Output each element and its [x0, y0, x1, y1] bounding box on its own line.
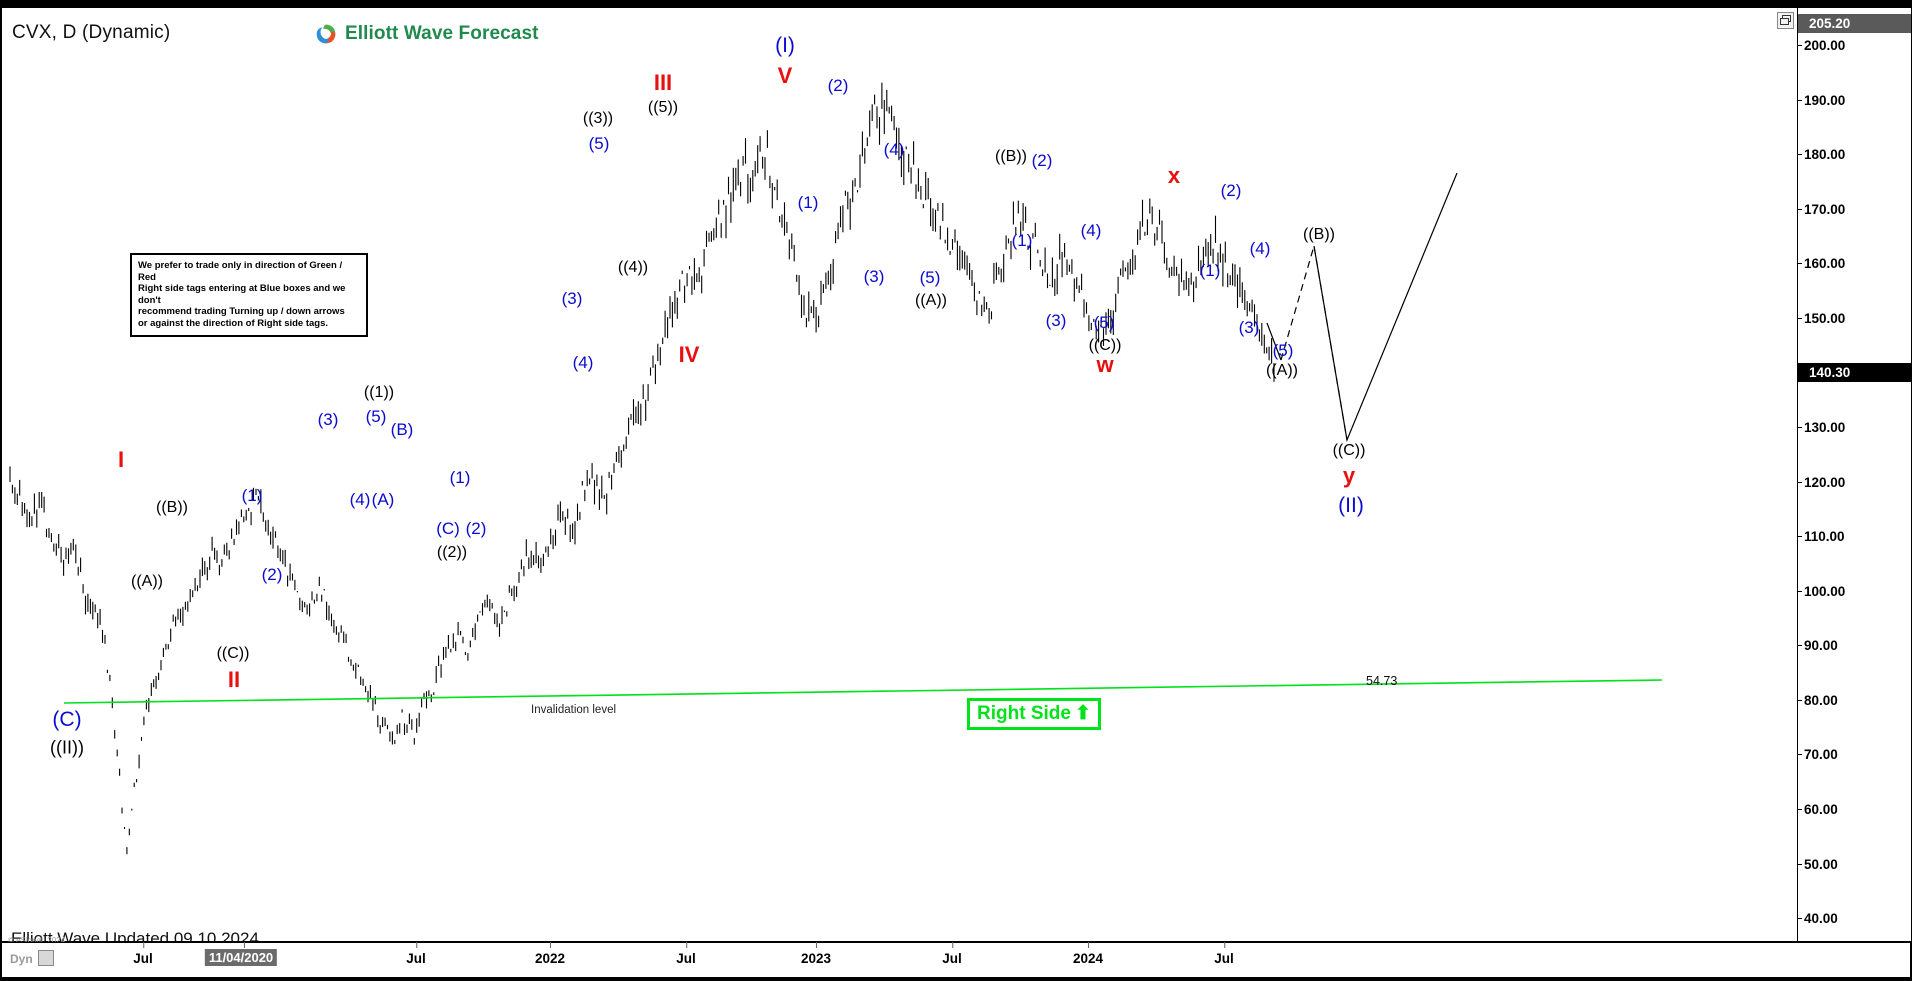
note-line-3: recommend trading Turning up / down arro… [138, 306, 345, 318]
last-price-flag: 140.30 [1798, 362, 1911, 382]
trading-note-box: We prefer to trade only in direction of … [130, 253, 368, 337]
price-tick: 100.00 [1797, 583, 1846, 599]
time-tick: Jul [406, 942, 426, 966]
time-tick: Jul [942, 942, 962, 966]
price-tick: 90.00 [1798, 638, 1838, 654]
invalidation-line [63, 679, 1663, 704]
note-line-1: We prefer to trade only in direction of … [138, 260, 343, 283]
brand-name: Elliott Wave Forecast [345, 23, 539, 44]
price-tick: 130.00 [1797, 420, 1846, 436]
time-tick: 2022 [534, 942, 566, 966]
time-tick: 2024 [1072, 942, 1104, 966]
invalidation-value: 54.73 [1366, 674, 1398, 688]
dyn-label: Dyn [10, 952, 33, 966]
price-tick: 190.00 [1797, 92, 1846, 108]
time-tick: Jul [133, 942, 153, 966]
note-line-4: or against the direction of Right side t… [138, 317, 329, 329]
note-line-2: Right side tags entering at Blue boxes a… [138, 283, 346, 306]
ewf-swirl-icon [316, 24, 336, 44]
lock-icon[interactable] [38, 950, 54, 966]
price-tick: 60.00 [1798, 802, 1838, 818]
arrow-up-icon: ⬆ [1074, 703, 1091, 724]
forecast-path-solid [1266, 172, 1458, 443]
price-series-svg [9, 82, 1663, 855]
price-tick: 170.00 [1797, 201, 1846, 217]
forecast-path-dashed [1280, 245, 1348, 441]
price-axis[interactable]: 205.20 140.30 200.00 190.00 180.00 170.00 16… [1797, 8, 1911, 941]
price-tick: 120.00 [1797, 474, 1846, 490]
period-high-flag: 205.20 [1798, 13, 1911, 33]
symbol-title: CVX, D (Dynamic) [12, 22, 171, 43]
copyright-text: © eSignal, 2024 [8, 936, 66, 945]
price-tick: 70.00 [1798, 747, 1838, 763]
crosshair-date-flag: 11/04/2020 [204, 949, 278, 966]
price-tick: 110.00 [1798, 529, 1845, 545]
price-tick: 200.00 [1797, 38, 1846, 54]
time-tick: Jul [1214, 942, 1234, 966]
chart-plot-area[interactable]: CVX, D (Dynamic) Elliott Wave Forecast W… [2, 8, 1797, 941]
price-tick: 160.00 [1797, 256, 1846, 272]
price-tick: 40.00 [1798, 911, 1838, 927]
price-tick: 150.00 [1797, 311, 1846, 326]
price-bars [9, 82, 1275, 855]
time-tick: Jul [676, 942, 696, 966]
time-tick: 2023 [800, 942, 832, 966]
right-side-label: Right Side [977, 703, 1071, 724]
price-tick: 180.00 [1797, 147, 1846, 163]
price-tick: 50.00 [1798, 856, 1838, 872]
restore-window-icon[interactable] [1777, 12, 1794, 29]
brand-logo-group: Elliott Wave Forecast [315, 23, 539, 45]
invalidation-label: Invalidation level [531, 704, 617, 716]
right-side-badge[interactable]: Right Side ⬆ [967, 698, 1101, 730]
updated-text: Elliott Wave Updated 09.10.2024 [11, 929, 259, 941]
time-axis[interactable]: Dyn Jul2021Jul2022Jul2023Jul2024Jul 11/0… [2, 942, 1910, 977]
price-tick: 80.00 [1798, 692, 1838, 708]
